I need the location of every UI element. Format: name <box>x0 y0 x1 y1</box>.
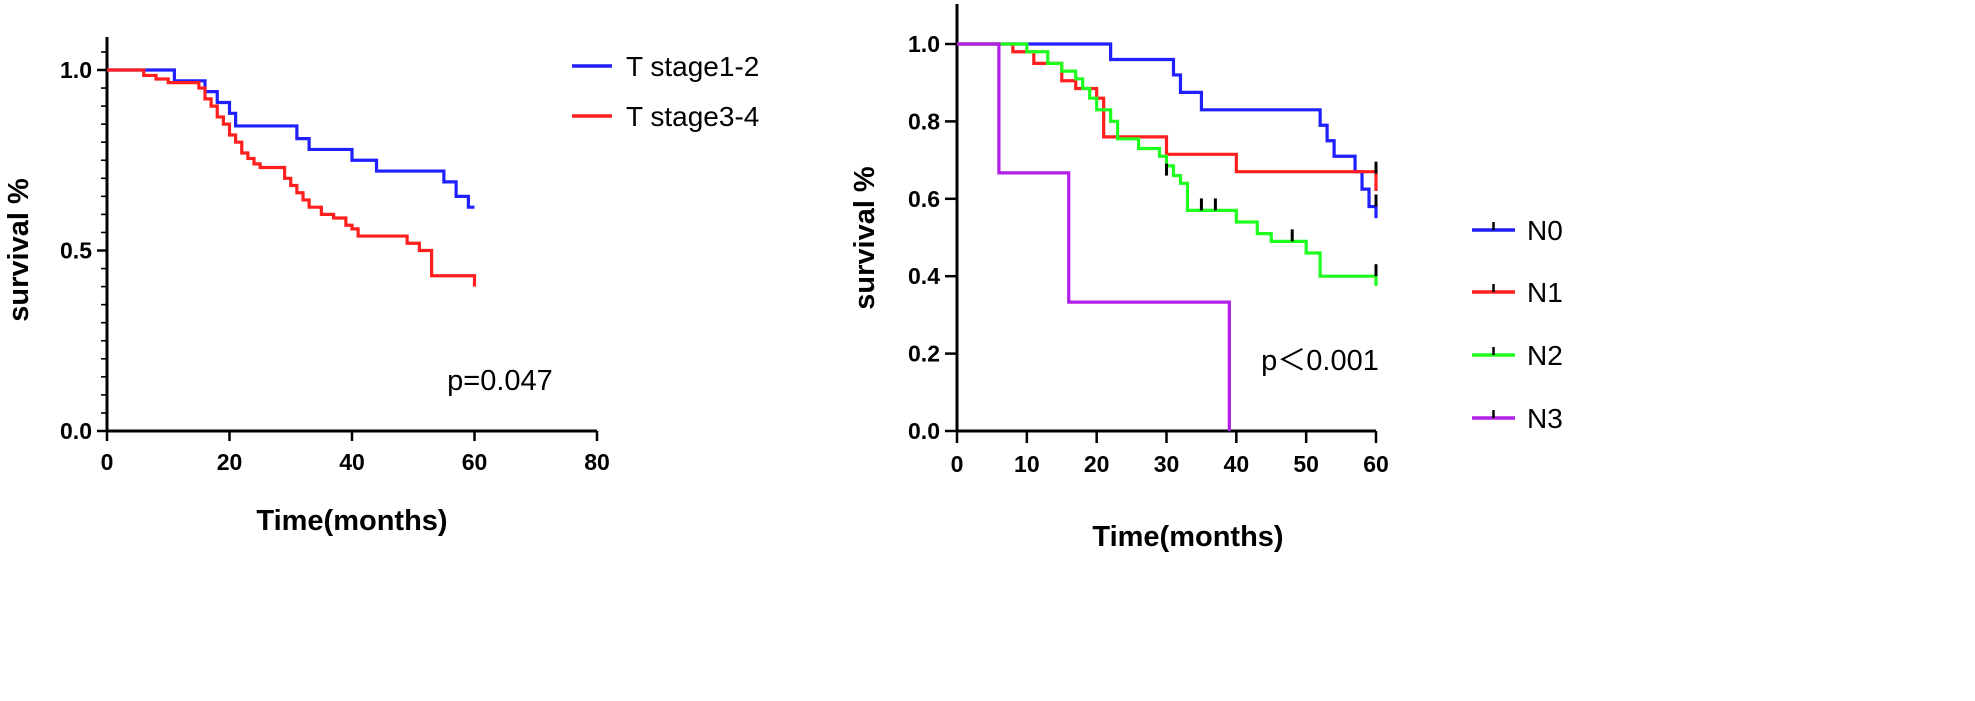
km-chart-t-stage: 0.0 0.5 1.0 0 20 40 60 80 Time(months) survival %… <box>3 37 759 537</box>
legend-label: N0 <box>1527 215 1563 246</box>
y-tick-label: 1.0 <box>60 57 92 83</box>
y-tick-label: 0.6 <box>908 186 940 212</box>
x-tick-label: 0 <box>101 449 114 475</box>
x-tick-label: 30 <box>1154 451 1180 477</box>
survival-curve-n2 <box>957 42 1378 286</box>
p-value-annotation: p＜0.001 <box>1261 345 1379 377</box>
km-chart-n-stage: 0.0 0.2 0.4 0.6 0.8 1.0 0 10 20 30 40 50 60 Time(mont… <box>849 4 1563 553</box>
legend-label: T stage1-2 <box>626 51 759 82</box>
legend-label: N2 <box>1527 340 1563 371</box>
x-axis-title: Time(months) <box>1092 521 1283 553</box>
y-axis-title: survival % <box>3 178 35 322</box>
y-tick-label: 0.0 <box>60 418 92 444</box>
legend-label: T stage3-4 <box>626 101 759 132</box>
y-tick-label: 0.4 <box>908 263 940 289</box>
survival-curve-t-stage3-4 <box>107 68 477 287</box>
x-tick-label: 40 <box>1224 451 1250 477</box>
x-tick-label: 20 <box>217 449 243 475</box>
legend-label: N3 <box>1527 403 1563 434</box>
legend-label: N1 <box>1527 277 1563 308</box>
x-tick-label: 10 <box>1014 451 1040 477</box>
y-tick-label: 1.0 <box>908 31 940 57</box>
y-tick-label: 0.5 <box>60 238 92 264</box>
x-axis-title: Time(months) <box>256 505 447 537</box>
x-tick-label: 0 <box>951 451 964 477</box>
y-tick-label: 0.8 <box>908 108 940 134</box>
x-tick-label: 60 <box>1363 451 1389 477</box>
p-value-annotation: p=0.047 <box>447 365 553 397</box>
survival-curve-n3 <box>957 42 1231 431</box>
survival-curve-t-stage1-2 <box>107 68 475 209</box>
x-tick-label: 80 <box>584 449 610 475</box>
y-tick-label: 0.2 <box>908 341 940 367</box>
x-tick-label: 40 <box>339 449 365 475</box>
y-axis-title: survival % <box>849 166 881 310</box>
survival-curve-n0 <box>957 42 1378 219</box>
x-tick-label: 60 <box>462 449 488 475</box>
y-tick-label: 0.0 <box>908 418 940 444</box>
x-tick-label: 50 <box>1293 451 1319 477</box>
x-tick-label: 20 <box>1084 451 1110 477</box>
